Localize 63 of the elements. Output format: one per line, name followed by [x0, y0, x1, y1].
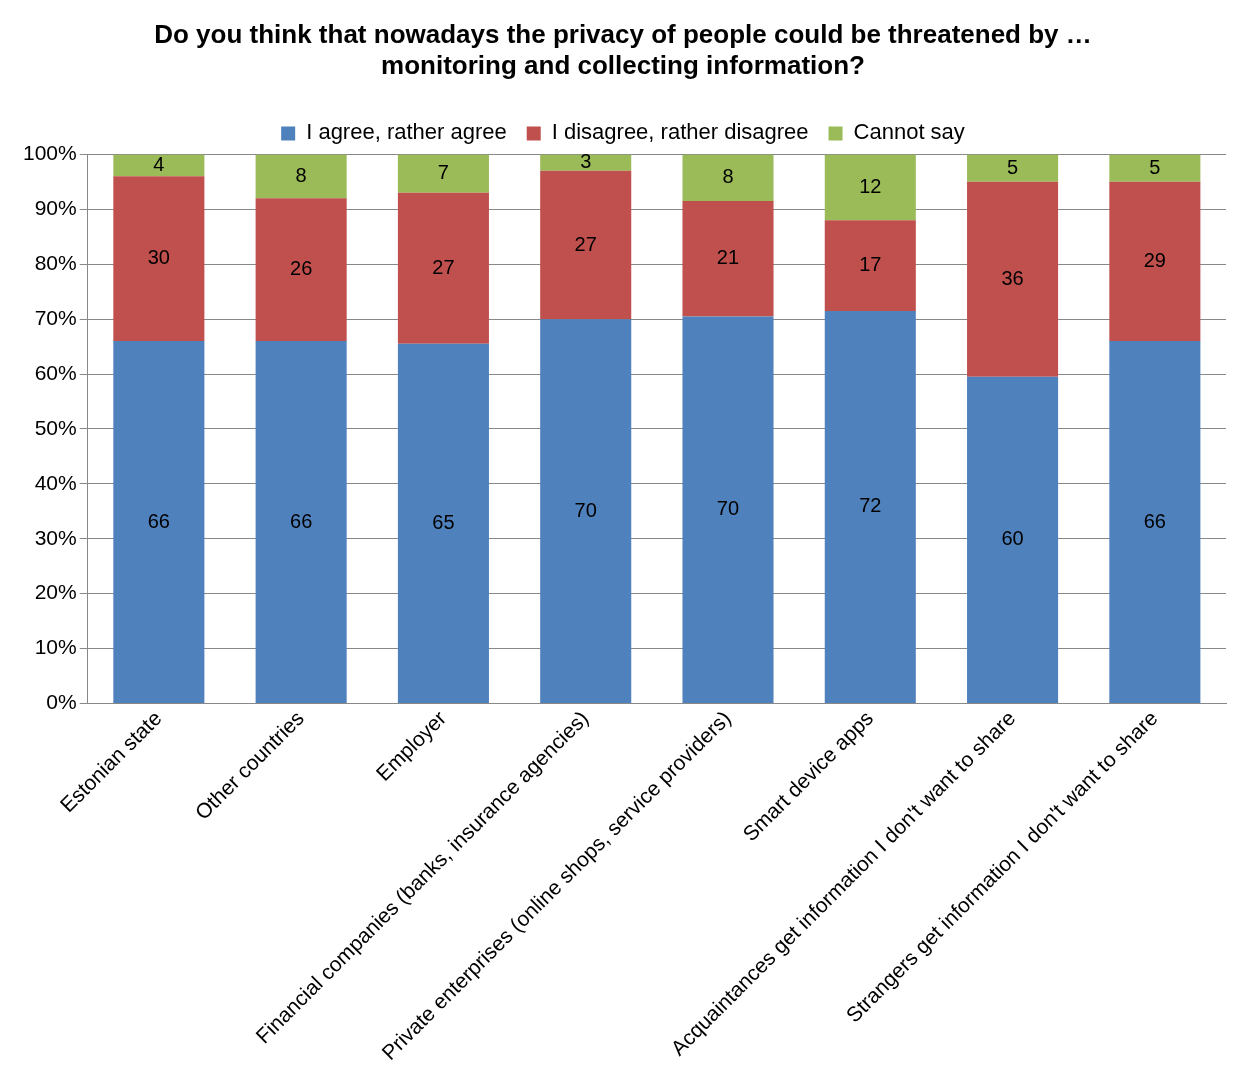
bar [397, 192, 489, 344]
data-label: 70 [716, 497, 740, 520]
data-label: 70 [574, 498, 597, 521]
data-label: 36 [1001, 266, 1024, 289]
y-tick-label: 10% [34, 635, 77, 659]
data-label: 27 [432, 255, 455, 278]
data-label: 8 [722, 165, 734, 188]
y-tick-label: 40% [34, 470, 77, 494]
data-label: 27 [574, 232, 597, 255]
bar [113, 176, 205, 342]
bar [682, 316, 774, 703]
bar [824, 310, 916, 703]
data-label: 66 [147, 509, 170, 532]
bar [113, 154, 205, 177]
legend-label: Cannot say [853, 119, 965, 145]
bar [967, 376, 1059, 703]
data-label: 26 [290, 257, 313, 280]
bar [967, 154, 1059, 182]
bar [682, 201, 774, 317]
bar [255, 341, 347, 703]
bar [1109, 341, 1201, 703]
bar [540, 319, 632, 703]
y-tick-label: 80% [34, 251, 77, 275]
bar [540, 170, 632, 320]
bar [967, 181, 1059, 377]
y-tick-label: 100% [22, 141, 77, 165]
bar [540, 154, 632, 171]
bar [113, 341, 205, 703]
data-label: 5 [1149, 155, 1161, 178]
data-label: 12 [859, 174, 882, 197]
bar [824, 220, 916, 311]
data-label: 66 [1143, 509, 1166, 532]
bar [255, 198, 347, 342]
bar [397, 343, 489, 703]
chart-title: Do you think that nowadays the privacy of people could be threatened by … monitoring and collecting information? [154, 18, 1092, 80]
data-label: 72 [859, 494, 882, 517]
bar [682, 154, 774, 202]
bar [1109, 181, 1201, 342]
data-label: 3 [580, 150, 592, 173]
legend-label: I agree, rather agree [306, 119, 507, 145]
data-label: 5 [1007, 155, 1019, 178]
data-label: 4 [153, 152, 165, 175]
data-label: 66 [290, 509, 313, 532]
bar [397, 154, 489, 193]
y-tick-label: 70% [34, 305, 77, 329]
data-label: 8 [295, 163, 307, 186]
data-label: 7 [437, 161, 449, 184]
y-tick-label: 20% [34, 580, 77, 604]
y-tick-label: 30% [34, 525, 77, 549]
y-tick-label: 0% [46, 690, 77, 714]
y-tick-label: 60% [34, 360, 77, 384]
bar [824, 154, 916, 221]
data-label: 60 [1001, 527, 1024, 550]
bar [255, 154, 347, 199]
data-label: 29 [1143, 248, 1166, 271]
legend-label: I disagree, rather disagree [551, 119, 809, 145]
y-tick-label: 50% [34, 415, 77, 439]
bar [1109, 154, 1201, 182]
y-tick-label: 90% [34, 196, 77, 220]
data-label: 21 [716, 246, 740, 269]
data-label: 65 [432, 510, 455, 533]
data-label: 17 [859, 253, 882, 276]
data-label: 30 [147, 246, 170, 269]
